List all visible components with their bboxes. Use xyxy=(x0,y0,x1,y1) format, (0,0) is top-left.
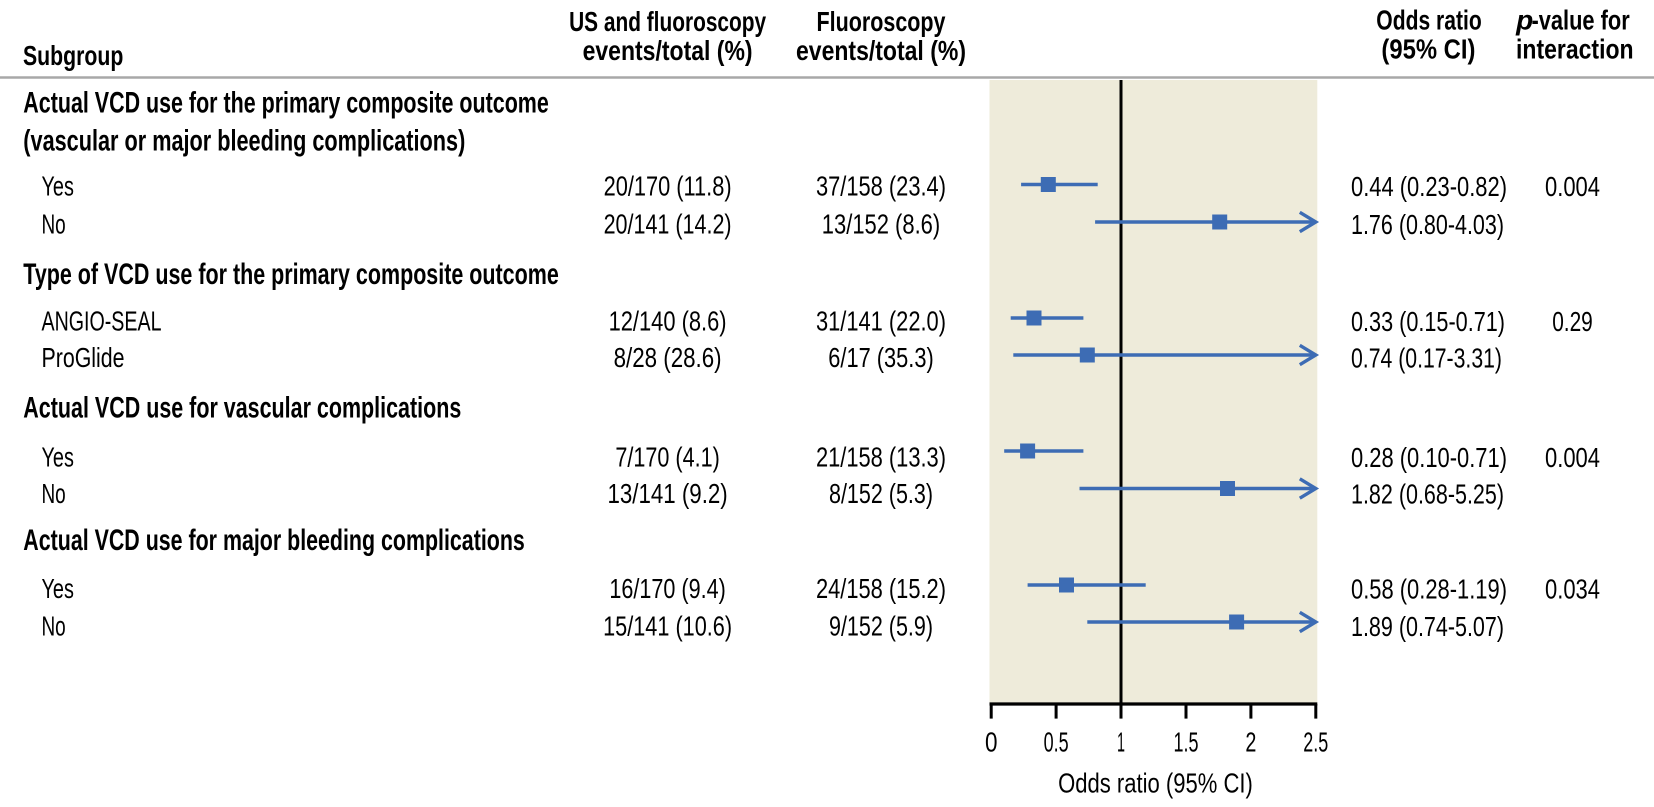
svg-text:Yes: Yes xyxy=(42,171,74,202)
svg-text:Odds ratio (95% CI): Odds ratio (95% CI) xyxy=(1058,768,1253,799)
svg-text:20/141 (14.2): 20/141 (14.2) xyxy=(604,209,732,240)
svg-text:0.29: 0.29 xyxy=(1552,306,1593,337)
svg-text:37/158 (23.4): 37/158 (23.4) xyxy=(816,171,946,202)
svg-text:15/141 (10.6): 15/141 (10.6) xyxy=(603,611,732,642)
svg-text:events/total (%): events/total (%) xyxy=(796,35,966,66)
svg-text:No: No xyxy=(42,478,66,509)
svg-text:0.004: 0.004 xyxy=(1545,171,1600,202)
svg-text:8/28 (28.6): 8/28 (28.6) xyxy=(614,342,722,373)
svg-text:20/170 (11.8): 20/170 (11.8) xyxy=(604,171,732,202)
svg-text:(vascular or major bleeding co: (vascular or major bleeding complication… xyxy=(23,125,465,158)
svg-text:0.33 (0.15-0.71): 0.33 (0.15-0.71) xyxy=(1351,306,1505,337)
svg-text:(95% CI): (95% CI) xyxy=(1381,34,1475,65)
svg-text:9/152 (5.9): 9/152 (5.9) xyxy=(829,611,933,642)
svg-text:13/141 (9.2): 13/141 (9.2) xyxy=(607,478,727,509)
svg-text:0.58 (0.28-1.19): 0.58 (0.28-1.19) xyxy=(1351,574,1507,605)
svg-text:p: p xyxy=(1515,4,1533,35)
svg-text:Subgroup: Subgroup xyxy=(23,40,123,71)
svg-text:Yes: Yes xyxy=(42,442,74,473)
svg-text:0: 0 xyxy=(985,727,998,758)
svg-text:13/152 (8.6): 13/152 (8.6) xyxy=(822,209,940,240)
svg-text:31/141 (22.0): 31/141 (22.0) xyxy=(816,306,946,337)
svg-text:1: 1 xyxy=(1117,727,1125,758)
svg-text:8/152 (5.3): 8/152 (5.3) xyxy=(829,478,933,509)
svg-text:Actual VCD use for the primary: Actual VCD use for the primary composite… xyxy=(23,87,549,120)
svg-text:0.004: 0.004 xyxy=(1545,442,1600,473)
svg-text:ProGlide: ProGlide xyxy=(42,342,125,373)
svg-text:0.28 (0.10-0.71): 0.28 (0.10-0.71) xyxy=(1351,442,1507,473)
svg-text:US and fluoroscopy: US and fluoroscopy xyxy=(569,6,766,37)
svg-text:2: 2 xyxy=(1245,727,1256,758)
svg-text:7/170 (4.1): 7/170 (4.1) xyxy=(615,442,719,473)
svg-text:0.74 (0.17-3.31): 0.74 (0.17-3.31) xyxy=(1351,343,1502,374)
svg-text:Actual VCD use for vascular co: Actual VCD use for vascular complication… xyxy=(23,392,461,425)
svg-text:12/140 (8.6): 12/140 (8.6) xyxy=(609,306,727,337)
svg-text:interaction: interaction xyxy=(1516,34,1634,65)
svg-text:-value for: -value for xyxy=(1532,4,1630,35)
svg-text:No: No xyxy=(42,209,66,240)
svg-text:16/170 (9.4): 16/170 (9.4) xyxy=(609,573,725,604)
svg-text:Odds ratio: Odds ratio xyxy=(1376,4,1481,35)
svg-text:1.82 (0.68-5.25): 1.82 (0.68-5.25) xyxy=(1351,479,1504,510)
svg-text:No: No xyxy=(42,611,66,642)
svg-text:events/total (%): events/total (%) xyxy=(583,35,753,66)
svg-text:0.44 (0.23-0.82): 0.44 (0.23-0.82) xyxy=(1351,171,1507,202)
svg-text:Actual VCD use for major bleed: Actual VCD use for major bleeding compli… xyxy=(23,524,525,557)
svg-text:Type of VCD use for the primar: Type of VCD use for the primary composit… xyxy=(23,258,559,291)
svg-text:1.5: 1.5 xyxy=(1173,727,1198,758)
svg-text:0.5: 0.5 xyxy=(1044,727,1069,758)
svg-text:6/17 (35.3): 6/17 (35.3) xyxy=(828,342,933,373)
svg-text:0.034: 0.034 xyxy=(1545,574,1600,605)
svg-text:1.76 (0.80-4.03): 1.76 (0.80-4.03) xyxy=(1351,209,1504,240)
svg-text:Yes: Yes xyxy=(42,573,74,604)
svg-text:24/158 (15.2): 24/158 (15.2) xyxy=(816,573,946,604)
svg-text:2.5: 2.5 xyxy=(1303,727,1328,758)
svg-text:Fluoroscopy: Fluoroscopy xyxy=(817,6,946,37)
svg-text:ANGIO-SEAL: ANGIO-SEAL xyxy=(42,306,162,337)
svg-text:1.89 (0.74-5.07): 1.89 (0.74-5.07) xyxy=(1351,611,1504,642)
svg-text:21/158 (13.3): 21/158 (13.3) xyxy=(816,442,946,473)
